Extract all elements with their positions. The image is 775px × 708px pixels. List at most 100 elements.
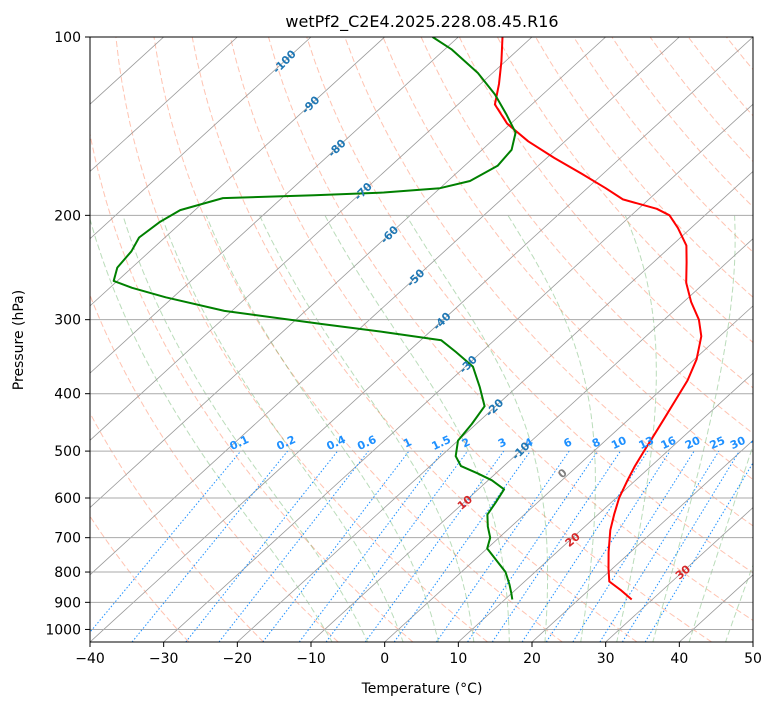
mixing-ratio-line <box>90 450 242 633</box>
isotherm-line <box>90 37 385 307</box>
moist-adiabat-line <box>160 215 404 642</box>
moist-adiabat-line <box>259 215 475 642</box>
mixing-ratio-line <box>218 450 369 642</box>
mixing-ratio-label: 20 <box>683 434 703 452</box>
y-tick-label: 600 <box>54 491 81 507</box>
mixing-ratio-label: 0.1 <box>228 433 251 453</box>
dry-adiabat-line <box>268 37 753 622</box>
dry-adiabat-line <box>573 37 753 253</box>
x-tick-label: 0 <box>380 651 389 667</box>
y-tick-label: 700 <box>54 531 81 547</box>
dry-adiabat-line <box>90 131 414 642</box>
moist-adiabat-line <box>122 215 369 642</box>
isotherm-line <box>605 507 753 642</box>
mixing-ratio-label: 0.2 <box>275 433 298 453</box>
y-tick-label: 100 <box>54 30 81 46</box>
y-axis: 100 200 300 400 500 600 700 800 900 1000 <box>45 30 90 638</box>
moist-adiabat-line <box>688 444 753 642</box>
x-tick-label: 20 <box>523 651 541 667</box>
mixing-ratio-label: 2 <box>460 435 472 450</box>
moist-adiabat-line <box>90 217 333 642</box>
isotherm-line <box>237 170 753 642</box>
x-axis: −40 −30 −20 −10 0 10 20 30 40 50 <box>75 642 762 667</box>
x-tick-label: −30 <box>149 651 179 667</box>
dry-adiabat-line <box>306 37 753 574</box>
x-tick-label: 30 <box>597 651 615 667</box>
dry-adiabat-line <box>344 37 753 527</box>
plot-area: 0.1 0.2 0.4 0.6 1 1.5 2 3 4 6 8 10 13 16 20 25 30 36-100-… <box>89 36 775 643</box>
isotherm-line <box>90 37 753 642</box>
dry-adiabat-line <box>649 37 753 163</box>
dry-adiabat-line <box>153 37 563 642</box>
mixing-ratio-line <box>621 450 740 642</box>
dry-adiabat-line <box>115 37 488 642</box>
dry-adiabat-line <box>90 515 190 642</box>
mixing-ratio-line <box>131 450 288 642</box>
dry-adiabat-line <box>496 37 753 344</box>
moist-adiabat-line <box>507 215 596 642</box>
isotherm-line <box>458 372 753 642</box>
y-tick-label: 200 <box>54 208 81 224</box>
isotherm-line <box>163 103 753 642</box>
mixing-ratio-label: 6 <box>561 435 574 450</box>
x-tick-label: −40 <box>75 651 105 667</box>
y-tick-label: 900 <box>54 595 81 611</box>
mixing-ratio-line <box>325 450 468 642</box>
dry-adiabat-line <box>535 37 753 298</box>
mixing-ratio-line <box>364 450 505 642</box>
mixing-ratio-label: 1.5 <box>430 433 453 453</box>
mixing-ratio-line <box>644 461 753 642</box>
isotherm-line <box>90 37 312 240</box>
isotherm-line <box>90 37 680 576</box>
isotherm-line <box>90 37 238 172</box>
dry-adiabat-line <box>726 37 753 71</box>
dry-adiabat-line <box>229 37 712 642</box>
mixing-ratio-label: 10 <box>609 434 629 452</box>
mixing-ratio-line <box>393 450 531 642</box>
dry-adiabat-line <box>90 412 264 642</box>
dry-adiabat-line <box>611 37 753 208</box>
mixing-ratio-line <box>298 450 444 642</box>
y-tick-label: 400 <box>54 387 81 403</box>
profile-lines <box>112 37 703 601</box>
x-tick-label: 40 <box>670 651 688 667</box>
x-tick-label: −10 <box>296 651 326 667</box>
mixing-ratio-line <box>436 450 570 642</box>
dry-adiabat-line <box>90 293 339 642</box>
mixing-ratio-line <box>545 450 671 642</box>
y-tick-label: 300 <box>54 313 81 329</box>
moist-adiabat-line <box>205 215 440 642</box>
x-tick-label: 10 <box>449 651 467 667</box>
chart-title: wetPf2_C2E4.2025.228.08.45.R16 <box>285 12 558 32</box>
moist-adiabat-line <box>616 215 657 642</box>
reference-lines <box>90 37 775 642</box>
mixing-ratio-label: 13 <box>637 434 656 452</box>
mixing-ratio-label: 25 <box>708 434 727 452</box>
y-tick-label: 1000 <box>45 622 81 638</box>
y-axis-label: Pressure (hPa) <box>11 290 27 390</box>
dewpoint-line <box>112 37 517 600</box>
dry-adiabat-line <box>765 37 775 642</box>
isotherm-line <box>90 37 606 509</box>
isotherm-line <box>752 641 753 642</box>
moist-adiabat-label: 0 <box>555 466 569 481</box>
mixing-ratio-line <box>467 450 599 642</box>
mixing-ratio-line <box>262 450 410 642</box>
dry-adiabat-label: 20 <box>563 530 583 550</box>
mixing-ratio-label: 16 <box>659 434 679 452</box>
moist-adiabat-line <box>405 215 549 642</box>
mixing-ratio-label: 8 <box>590 435 602 450</box>
isotherm-line <box>384 305 753 642</box>
x-tick-label: −20 <box>223 651 253 667</box>
isotherm-line <box>531 439 753 642</box>
mixing-ratio-label: 0.6 <box>355 433 378 453</box>
isotherm-line <box>90 37 533 441</box>
x-tick-label: 50 <box>744 651 762 667</box>
isotherm-line <box>90 37 459 374</box>
mixing-ratio-line <box>185 450 338 642</box>
mixing-ratio-line <box>599 450 720 642</box>
moist-adiabat-line <box>725 563 753 642</box>
x-axis-label: Temperature (°C) <box>361 681 483 697</box>
mixing-ratio-label: 30 <box>728 434 748 452</box>
